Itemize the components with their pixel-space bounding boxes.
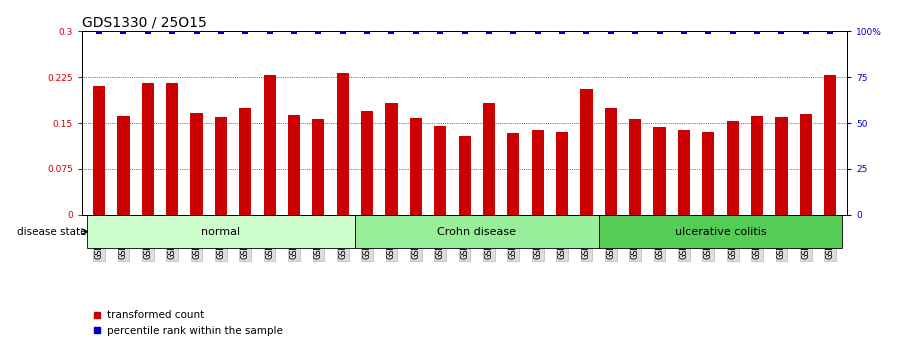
Point <box>408 28 423 34</box>
Point <box>384 28 399 34</box>
Bar <box>190 112 202 215</box>
Bar <box>653 127 666 215</box>
Point <box>677 28 691 34</box>
Bar <box>240 108 251 215</box>
Bar <box>678 130 690 215</box>
Point <box>116 28 130 34</box>
Bar <box>483 104 495 215</box>
Legend: transformed count, percentile rank within the sample: transformed count, percentile rank withi… <box>87 306 287 340</box>
Bar <box>580 89 592 215</box>
Bar <box>166 83 179 215</box>
Text: Crohn disease: Crohn disease <box>437 227 517 237</box>
Bar <box>458 137 471 215</box>
Point <box>482 28 496 34</box>
Bar <box>118 116 129 215</box>
Bar <box>288 115 300 215</box>
Bar <box>751 116 763 215</box>
Point <box>799 28 814 34</box>
Point <box>604 28 619 34</box>
Bar <box>435 126 446 215</box>
Point <box>433 28 447 34</box>
Text: disease state: disease state <box>17 227 87 237</box>
Point <box>457 28 472 34</box>
Point <box>555 28 569 34</box>
Text: normal: normal <box>201 227 241 237</box>
Bar <box>630 119 641 215</box>
Bar <box>775 117 787 215</box>
Point <box>92 28 107 34</box>
Bar <box>361 111 374 215</box>
Bar <box>385 104 397 215</box>
Text: ulcerative colitis: ulcerative colitis <box>675 227 766 237</box>
Point <box>189 28 204 34</box>
Point <box>725 28 740 34</box>
Bar <box>702 132 714 215</box>
Bar <box>93 86 105 215</box>
Bar <box>824 75 836 215</box>
Point <box>750 28 764 34</box>
Bar <box>142 83 154 215</box>
Bar <box>215 117 227 215</box>
FancyBboxPatch shape <box>355 215 599 248</box>
Point <box>701 28 716 34</box>
Bar <box>605 108 617 215</box>
Point <box>335 28 350 34</box>
Text: GDS1330 / 25O15: GDS1330 / 25O15 <box>82 16 207 30</box>
Point <box>262 28 277 34</box>
Bar <box>312 119 324 215</box>
Point <box>165 28 179 34</box>
Bar <box>532 130 544 215</box>
Point <box>507 28 521 34</box>
Point <box>287 28 302 34</box>
Point <box>652 28 667 34</box>
Point <box>213 28 228 34</box>
Point <box>311 28 325 34</box>
Bar <box>800 114 812 215</box>
Point <box>140 28 155 34</box>
FancyBboxPatch shape <box>599 215 843 248</box>
Point <box>530 28 545 34</box>
Point <box>823 28 837 34</box>
Bar <box>337 73 349 215</box>
Bar <box>507 134 519 215</box>
Bar <box>727 121 739 215</box>
FancyBboxPatch shape <box>87 215 355 248</box>
Point <box>774 28 789 34</box>
Bar <box>410 118 422 215</box>
Point <box>238 28 252 34</box>
Point <box>628 28 642 34</box>
Point <box>579 28 594 34</box>
Bar <box>263 75 276 215</box>
Bar <box>556 132 568 215</box>
Point <box>360 28 374 34</box>
